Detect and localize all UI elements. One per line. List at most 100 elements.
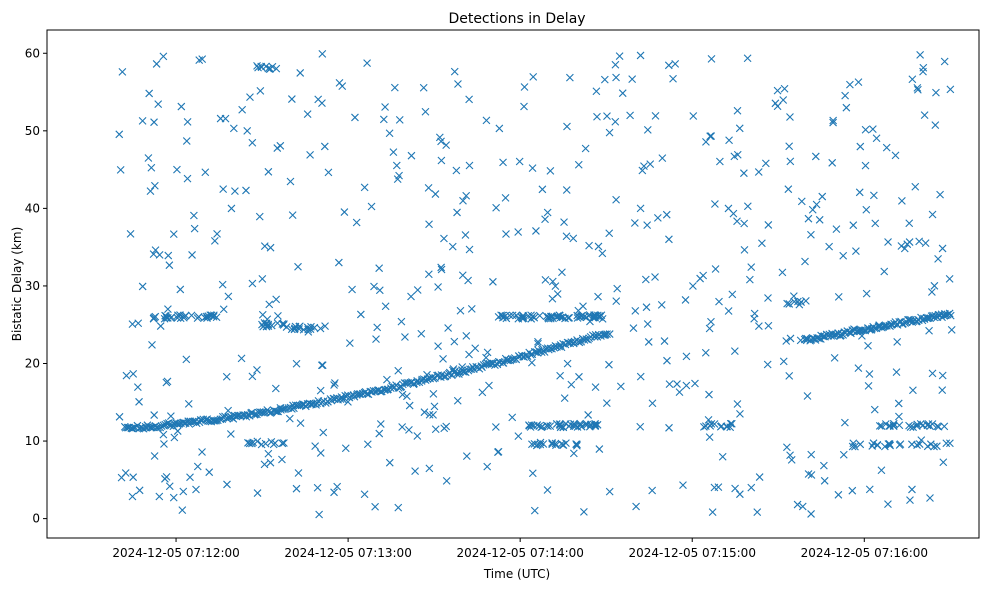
data-point-x-marker [548,277,557,286]
data-point-x-marker [877,466,886,475]
data-point-x-marker [657,301,666,309]
data-point-x-marker [884,238,892,246]
data-point-x-marker [502,314,511,323]
data-point-x-marker [425,410,434,419]
data-point-x-marker [701,348,710,357]
data-point-x-marker [465,350,473,359]
data-point-x-marker [896,440,905,448]
data-point-x-marker [266,243,275,252]
data-point-x-marker [707,55,716,63]
data-point-x-marker [412,378,421,387]
data-point-x-marker [539,440,548,448]
data-point-x-marker [176,314,185,323]
data-point-x-marker [856,440,865,449]
data-point-x-marker [691,379,699,388]
data-point-x-marker [725,136,733,145]
y-tick-label: 10 [25,434,40,448]
data-point-x-marker [150,118,158,127]
data-point-x-marker [255,212,264,221]
data-point-x-marker [565,313,574,322]
data-point-x-marker [535,311,544,320]
data-point-x-marker [895,412,903,421]
data-point-x-marker [665,423,673,432]
data-point-x-marker [150,411,159,419]
data-point-x-marker [779,357,788,366]
data-point-x-marker [178,506,187,515]
data-point-x-marker [558,268,566,277]
data-point-x-marker [573,314,582,322]
data-point-x-marker [437,263,446,272]
data-point-x-marker [223,480,231,489]
data-point-x-marker [173,427,182,435]
data-point-x-marker [195,56,204,65]
data-point-x-marker [161,474,169,483]
data-point-x-marker [632,502,640,511]
data-point-x-marker [286,177,295,186]
data-point-x-marker [724,204,733,213]
data-point-x-marker [528,440,536,449]
data-point-x-marker [273,319,282,328]
data-point-x-marker [921,239,930,248]
data-point-x-marker [462,191,471,200]
data-point-x-marker [126,229,135,238]
data-point-x-marker [265,300,274,309]
data-point-x-marker [257,63,266,72]
data-point-x-marker [128,320,137,329]
data-point-x-marker [180,312,189,321]
data-point-x-marker [605,128,614,137]
data-point-x-marker [865,485,874,494]
data-point-x-marker [351,113,359,122]
data-point-x-marker [528,164,537,172]
data-point-x-marker [865,370,874,378]
data-point-x-marker [807,471,816,479]
data-point-x-marker [193,462,202,471]
data-point-x-marker [135,486,144,495]
data-point-x-marker [938,371,947,380]
data-point-x-marker [465,95,474,104]
data-point-x-marker [508,311,517,320]
data-point-x-marker [892,368,901,377]
data-point-x-marker [431,190,440,198]
data-point-x-marker [735,124,744,133]
data-point-x-marker [478,388,487,397]
data-point-x-marker [210,236,219,245]
data-point-x-marker [593,112,601,121]
data-point-x-marker [801,296,810,305]
data-point-x-marker [754,168,763,176]
data-point-x-marker [733,217,741,226]
data-point-x-marker [467,304,476,313]
data-point-x-marker [274,312,282,320]
data-point-x-marker [915,440,924,448]
data-point-x-marker [527,358,536,367]
data-point-x-marker [569,422,578,431]
data-point-x-marker [129,370,138,378]
data-point-x-marker [651,273,659,281]
data-point-x-marker [128,492,137,501]
data-point-x-marker [118,68,127,76]
data-point-x-marker [226,430,235,438]
data-point-x-marker [611,117,620,126]
data-point-x-marker [413,432,422,440]
data-point-x-marker [330,488,338,497]
data-point-x-marker [571,421,580,430]
data-point-x-marker [155,492,164,501]
data-point-x-marker [551,282,560,291]
data-point-x-marker [829,116,838,125]
data-point-x-marker [467,365,476,374]
data-point-x-marker [856,142,865,151]
data-point-x-marker [785,300,794,308]
data-point-x-marker [294,469,303,477]
data-point-x-marker [499,359,508,367]
data-point-x-marker [804,214,813,223]
data-point-x-marker [429,410,437,419]
data-point-x-marker [280,439,288,447]
data-point-x-marker [492,203,501,212]
data-point-x-marker [933,442,941,451]
data-point-x-marker [330,381,338,389]
data-point-x-marker [854,364,863,373]
data-point-x-marker [931,121,940,129]
data-point-x-marker [731,484,739,493]
data-point-x-marker [273,144,282,152]
data-point-x-marker [793,500,802,509]
data-point-x-marker [306,150,314,159]
